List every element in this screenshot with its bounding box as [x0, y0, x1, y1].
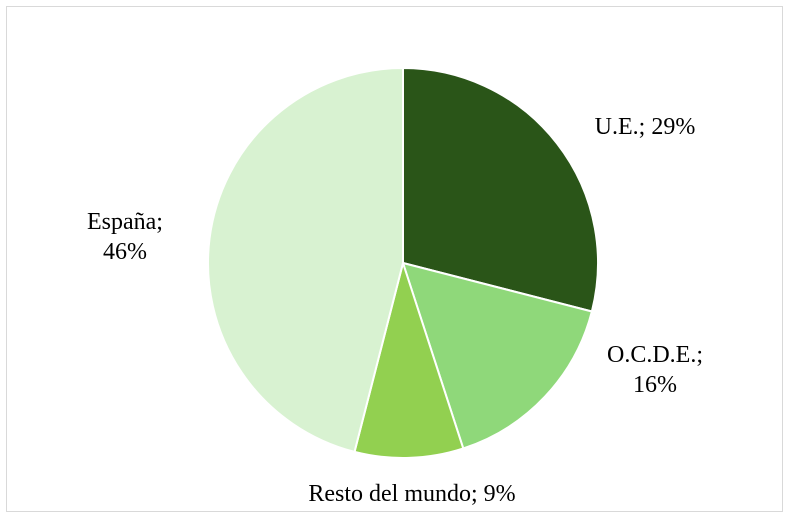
pie-slice — [353, 259, 465, 459]
data-label: U.E.; 29% — [594, 114, 696, 140]
pie-slice — [207, 66, 404, 454]
data-label: O.C.D.E.; 16% — [607, 342, 703, 398]
data-label: Resto del mundo; 9% — [308, 481, 516, 507]
data-label: España; 46% — [87, 209, 163, 265]
pie-slice — [402, 66, 599, 313]
pie-slice — [401, 261, 594, 450]
